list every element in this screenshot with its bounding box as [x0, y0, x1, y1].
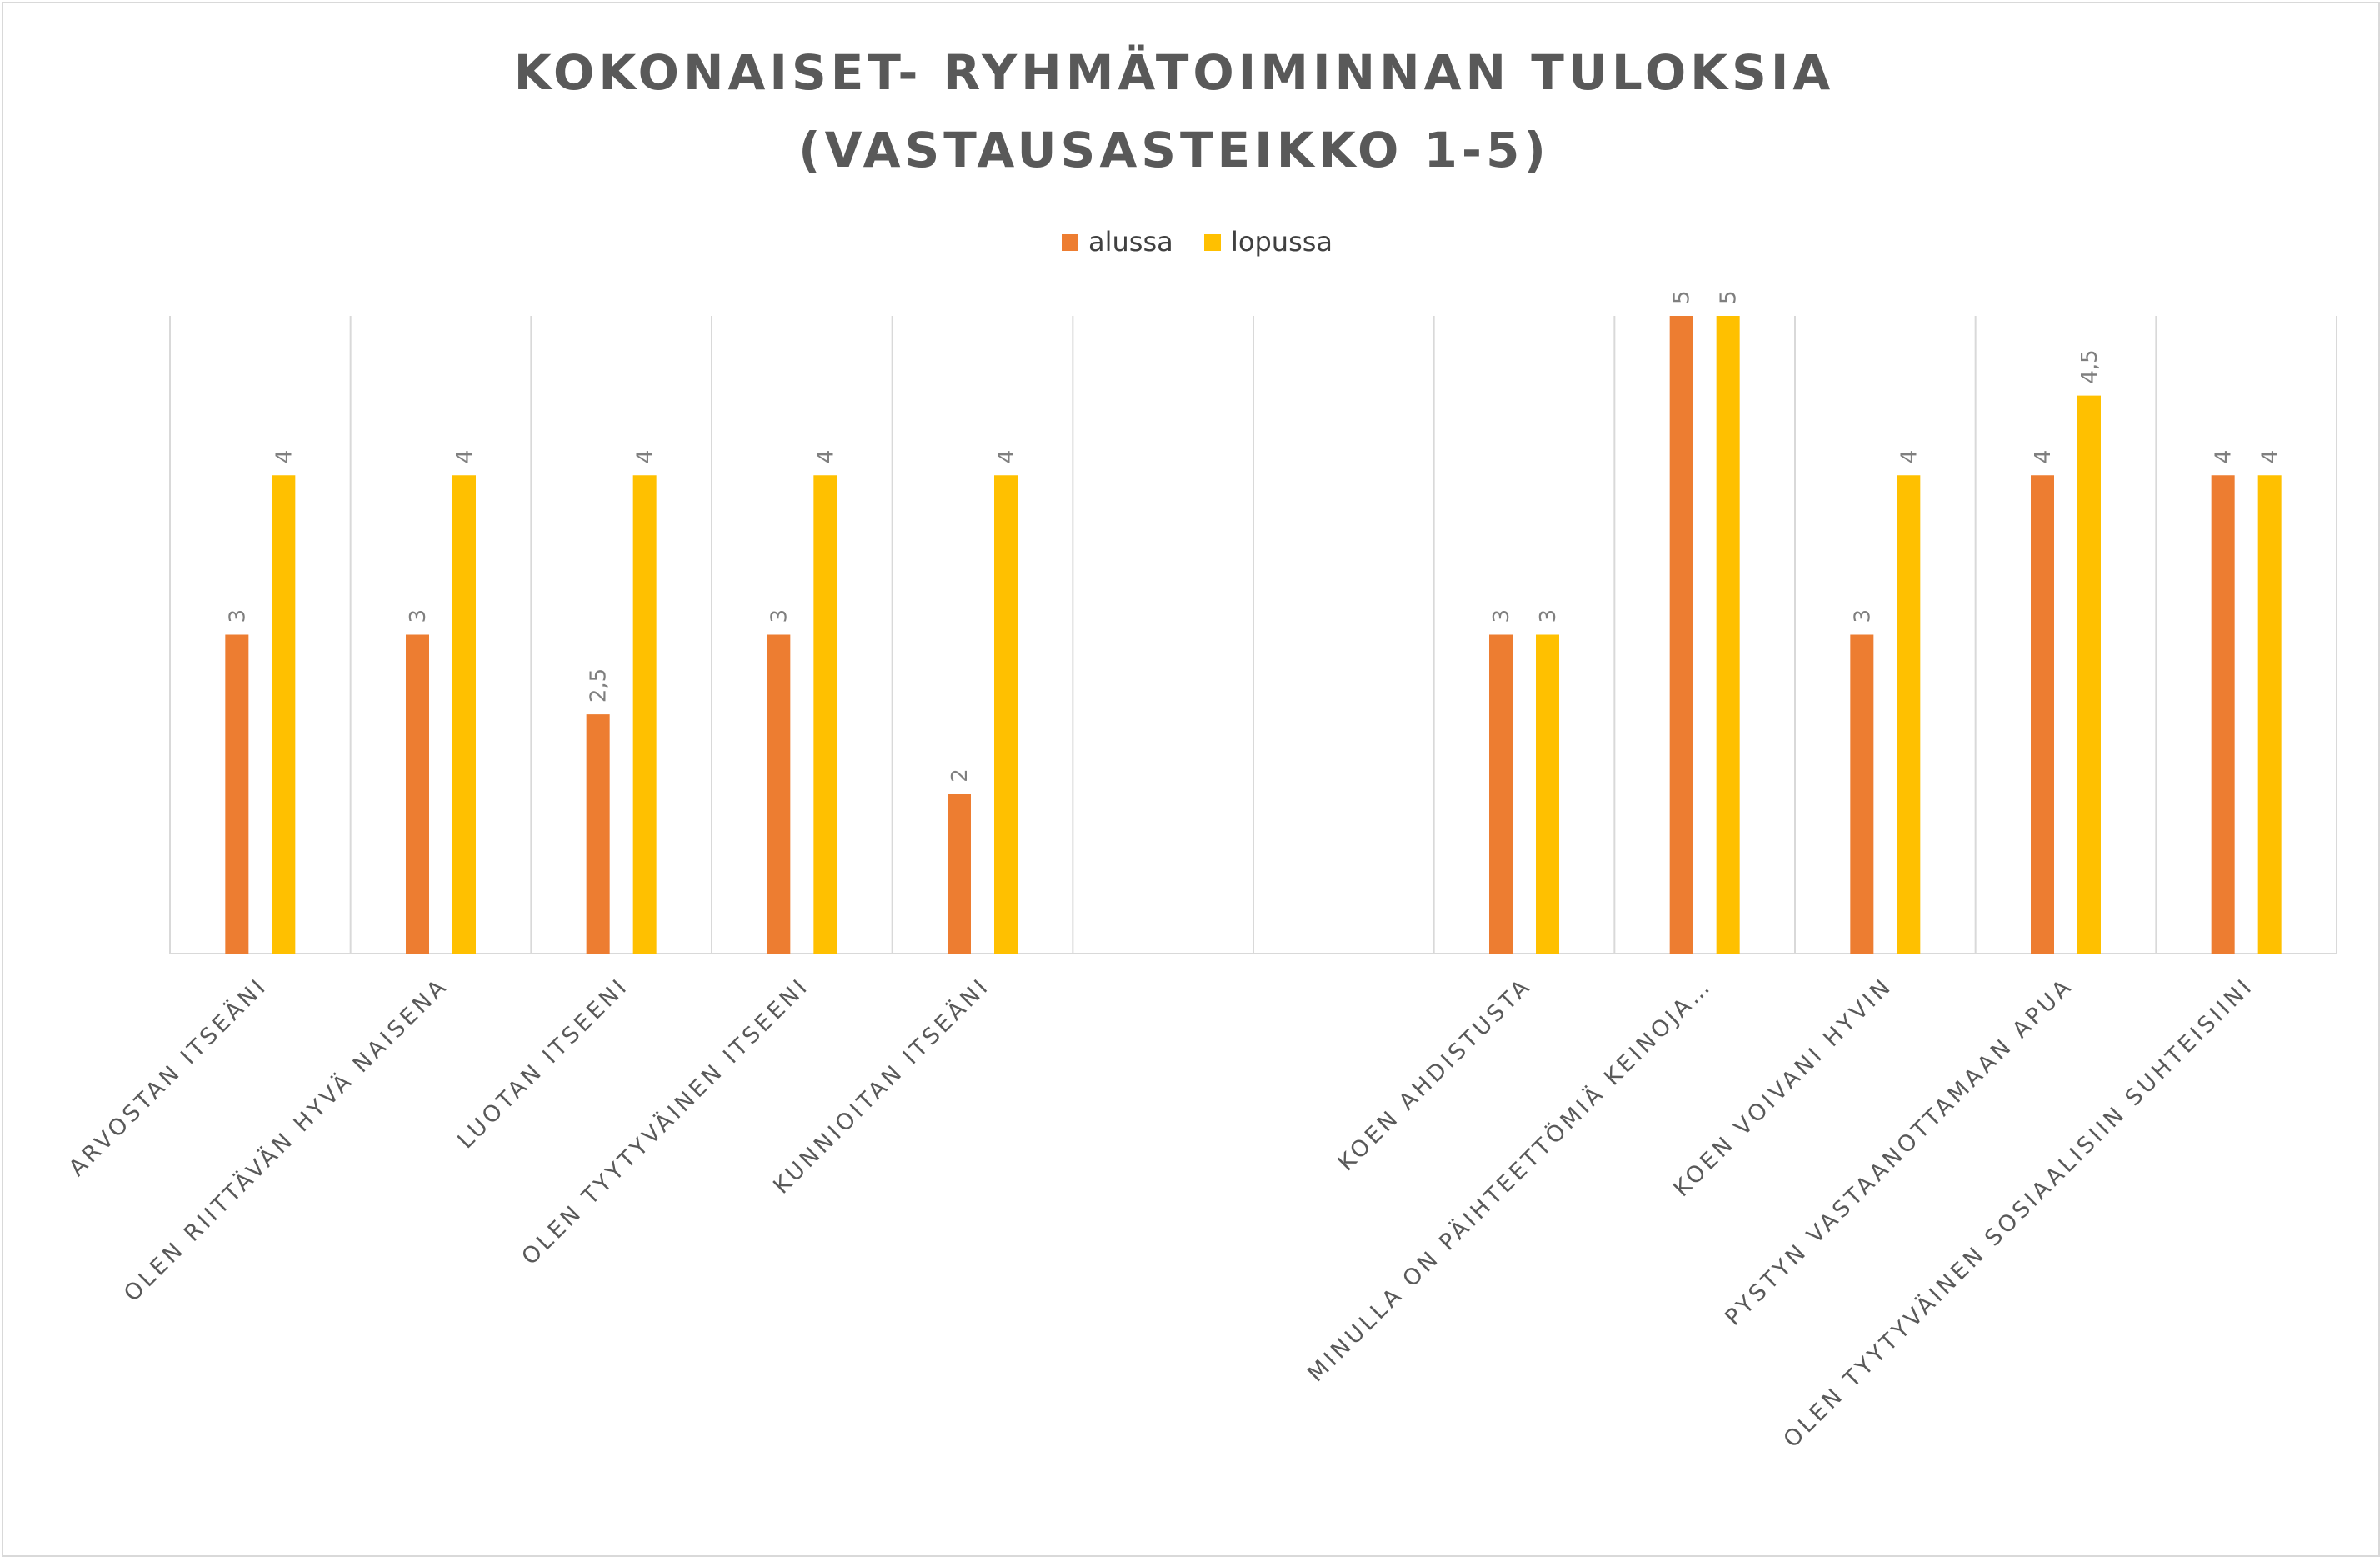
category-label: MINULLA ON PÄIHTEETTÖMIÄ KEINOJA…	[1302, 972, 1718, 1387]
bar-lopussa	[2078, 395, 2101, 954]
category-label: KOEN VOIVANI HYVIN	[1668, 973, 1898, 1202]
bar-alussa	[2211, 475, 2235, 954]
legend-swatch-lopussa	[1204, 234, 1221, 251]
category-label: KOEN AHDISTUSTA	[1333, 973, 1537, 1176]
bar-alussa	[2031, 475, 2054, 954]
bar-lopussa	[1536, 634, 1559, 954]
category-label: KUNNIOITAN ITSEÄNI	[768, 972, 995, 1199]
bar-lopussa	[1716, 316, 1740, 954]
bar-alussa	[1850, 634, 1874, 954]
bar-alussa	[948, 794, 971, 954]
data-label-lopussa: 4	[1897, 450, 1922, 464]
legend-label-lopussa: lopussa	[1231, 226, 1332, 258]
bar-alussa	[406, 634, 429, 954]
bar-lopussa	[2258, 475, 2282, 954]
bar-chart: KOKONAISET- RYHMÄTOIMINNAN TULOKSIA (VAS…	[63, 43, 2338, 1453]
data-label-lopussa: 5	[1717, 290, 1742, 304]
data-label-lopussa: 4	[452, 450, 478, 464]
bar-alussa	[225, 634, 249, 954]
bar-alussa	[1489, 634, 1512, 954]
category-label: ARVOSTAN ITSEÄNI	[63, 972, 272, 1181]
data-label-lopussa: 4	[2258, 450, 2283, 464]
data-label-alussa: 3	[1489, 609, 1514, 623]
category-label: PYSTYN VASTAANOTTAMAAN APUA	[1720, 973, 2078, 1331]
data-label-alussa: 3	[767, 609, 792, 623]
data-label-alussa: 5	[1670, 290, 1695, 304]
bar-lopussa	[1897, 475, 1921, 954]
category-label: LUOTAN ITSEENI	[452, 973, 633, 1154]
chart-title-line-2: (VASTAUSASTEIKKO 1-5)	[798, 122, 1550, 178]
bar-alussa	[586, 714, 610, 954]
data-label-alussa: 2,5	[587, 668, 612, 703]
bar-lopussa	[452, 475, 476, 954]
data-label-lopussa: 3	[1536, 609, 1561, 623]
data-label-lopussa: 4,5	[2078, 349, 2102, 383]
data-label-lopussa: 4	[272, 450, 297, 464]
bar-lopussa	[813, 475, 838, 954]
data-label-alussa: 3	[1850, 609, 1875, 623]
bar-alussa	[1669, 316, 1693, 954]
data-label-lopussa: 4	[633, 450, 658, 464]
data-label-alussa: 3	[225, 609, 250, 623]
bar-lopussa	[632, 475, 657, 954]
category-label: OLEN TYYTYVÄINEN ITSEENI	[517, 972, 815, 1270]
plot-area: 3 3 2,5 3 2 3 5 3 4 4 4 4 4 4 4 3 5 4 4,5 4 ARVOSTAN ITSEÄNI…	[63, 290, 2338, 1453]
data-label-alussa: 4	[2031, 450, 2056, 464]
data-label-alussa: 4	[2212, 450, 2237, 464]
bar-alussa	[767, 634, 791, 954]
category-label: OLEN RIITTÄVÄN HYVÄ NAISENA	[118, 972, 453, 1307]
bar-lopussa	[994, 475, 1018, 954]
data-label-alussa: 2	[948, 768, 972, 783]
data-label-alussa: 3	[406, 609, 431, 623]
data-label-lopussa: 4	[813, 450, 838, 464]
chart-title-line-1: KOKONAISET- RYHMÄTOIMINNAN TULOKSIA	[514, 43, 1835, 101]
legend-swatch-alussa	[1062, 234, 1078, 251]
legend: alussa lopussa	[1062, 226, 1332, 258]
data-label-lopussa: 4	[994, 450, 1019, 464]
bar-lopussa	[272, 475, 296, 954]
chart-title: KOKONAISET- RYHMÄTOIMINNAN TULOKSIA (VAS…	[514, 43, 1835, 178]
legend-label-alussa: alussa	[1088, 226, 1173, 258]
